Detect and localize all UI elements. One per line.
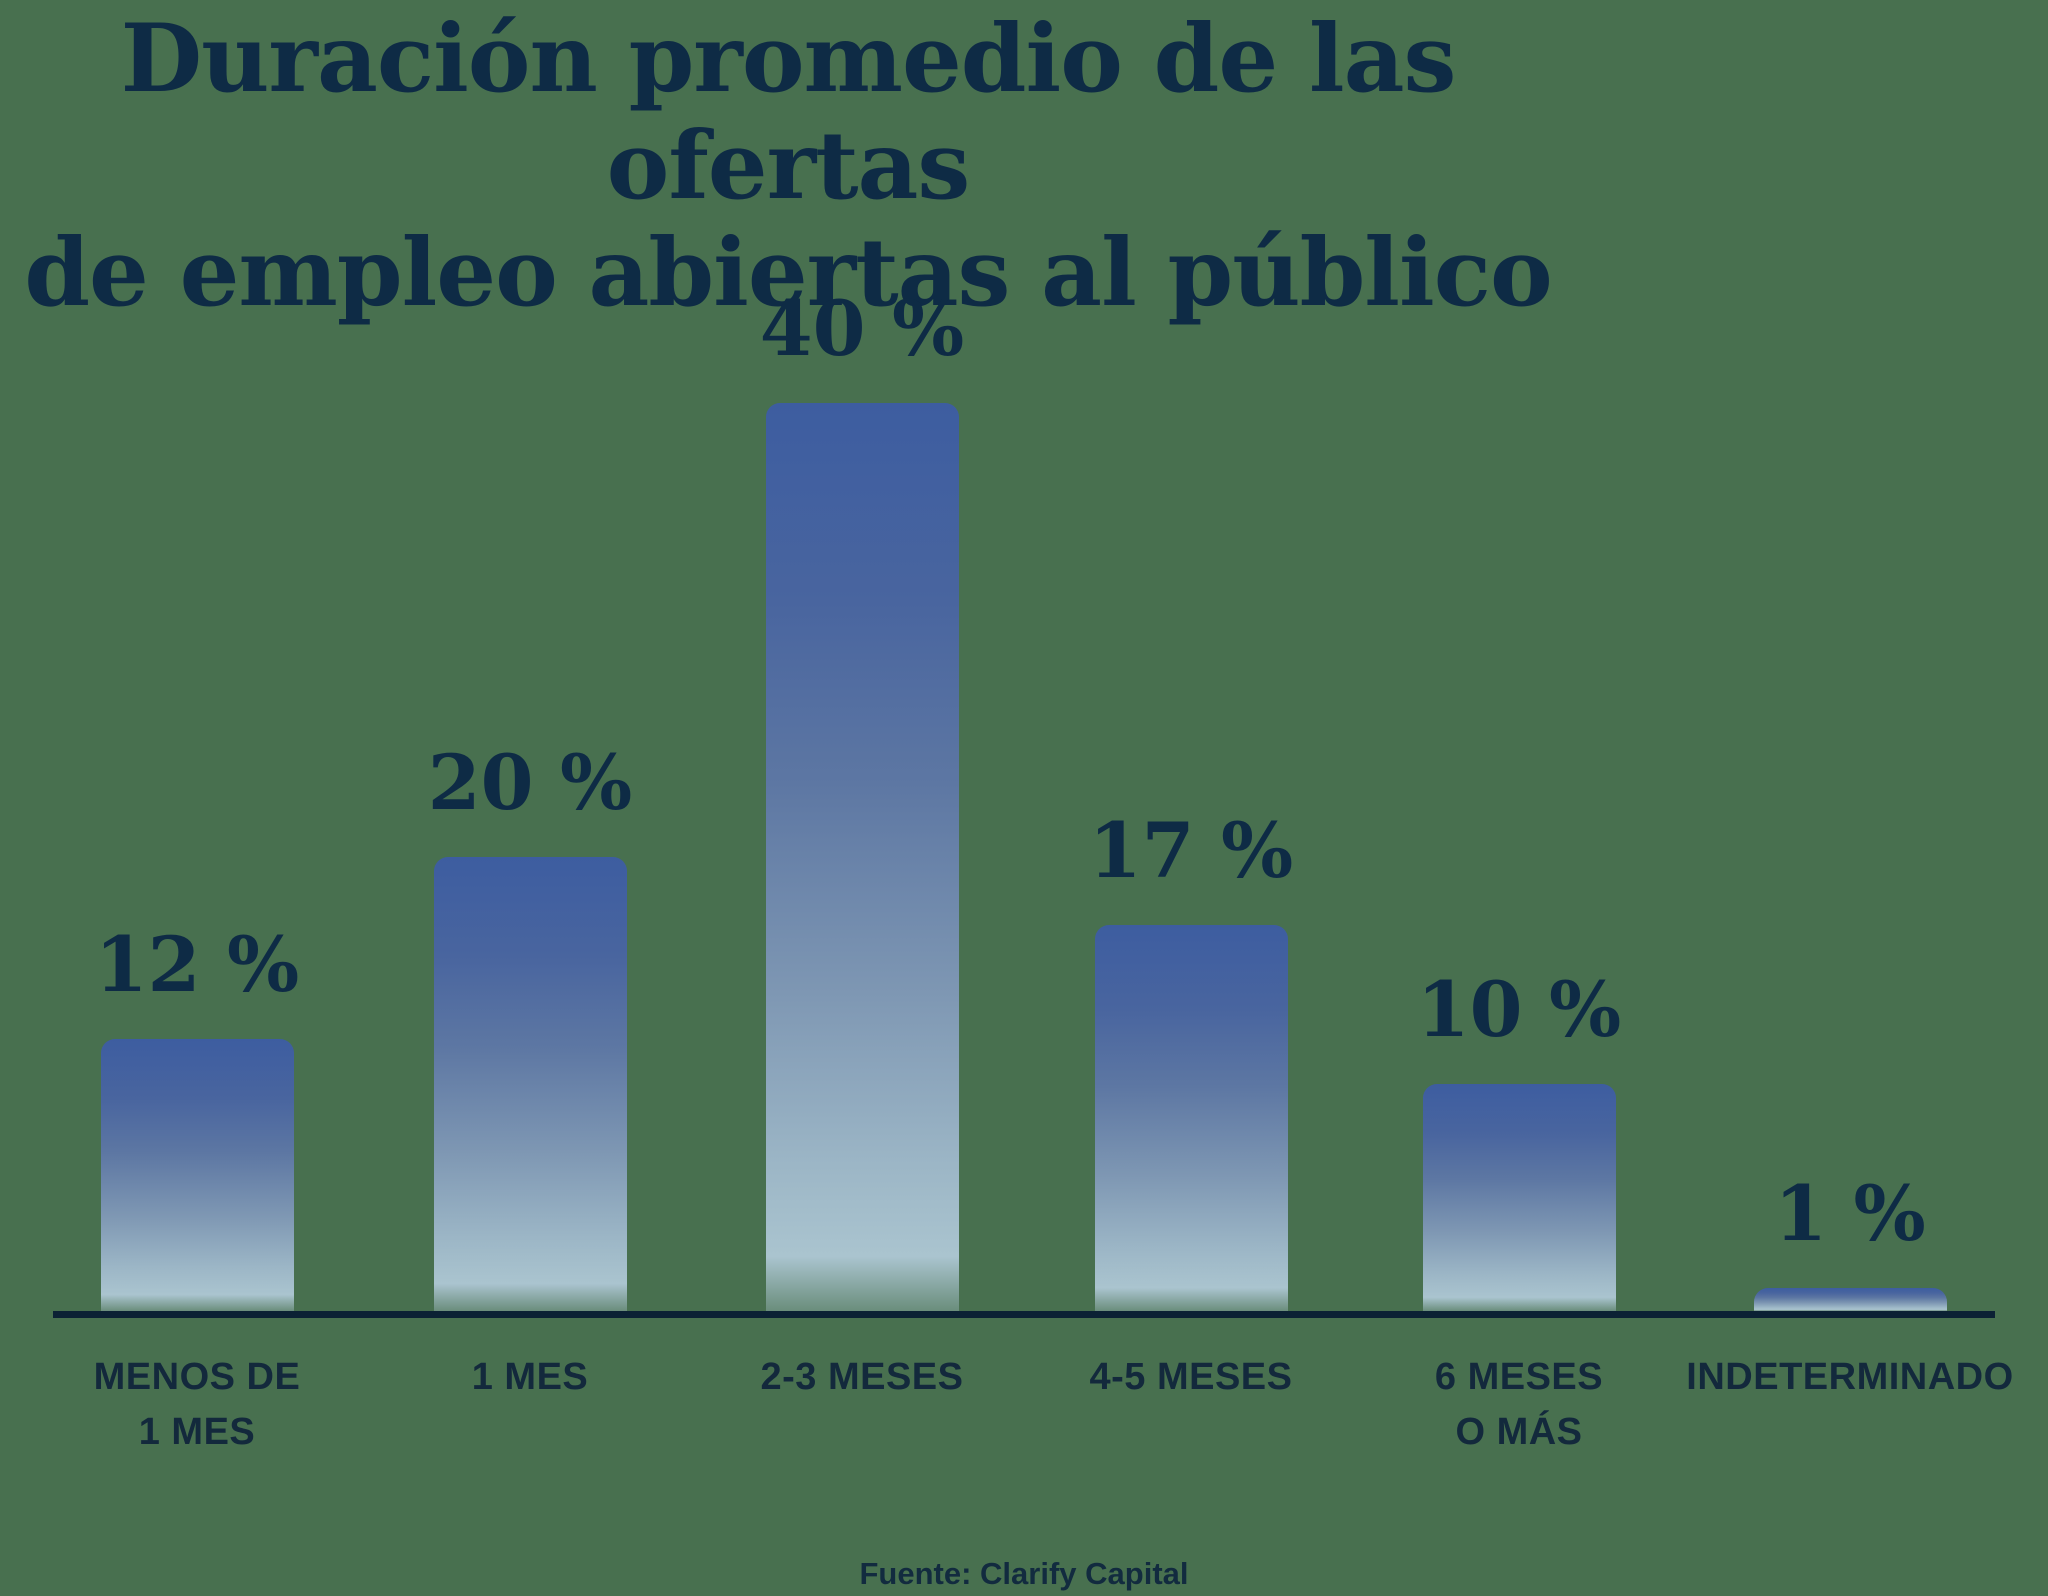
bar [765, 403, 959, 1311]
x-axis-baseline [53, 1311, 1995, 1318]
bar [433, 857, 627, 1311]
chart-title-line-2: de empleo abiertas al público [24, 218, 1552, 329]
bar [1422, 1084, 1616, 1311]
chart-title: Duración promedio de las ofertas de empl… [0, 4, 1576, 329]
bar-category-label: MENOS DE 1 MES [93, 1356, 301, 1454]
source-attribution: Fuente: Clarify Capital [859, 1556, 1189, 1591]
bar-category-label: 2-3 MESES [760, 1356, 964, 1398]
bar-category-label: 6 MESES O MÁS [1434, 1356, 1604, 1454]
bar [1753, 1288, 1947, 1311]
bar-value-label: 10 % [1416, 965, 1622, 1054]
bar-value-label: 12 % [94, 920, 300, 1009]
bar-category-label: 4-5 MESES [1089, 1356, 1293, 1398]
chart-title-line-1: Duración promedio de las ofertas [120, 4, 1457, 222]
bar [1094, 925, 1288, 1311]
bar-value-label: 17 % [1088, 806, 1294, 895]
bar-category-label: 1 MES [471, 1356, 589, 1398]
bar-value-label: 20 % [427, 738, 633, 827]
bar-value-label: 1 % [1774, 1169, 1926, 1258]
bar [100, 1039, 294, 1311]
bar-category-label: INDETERMINADO [1686, 1356, 2014, 1398]
bar-value-label: 40 % [759, 284, 965, 373]
